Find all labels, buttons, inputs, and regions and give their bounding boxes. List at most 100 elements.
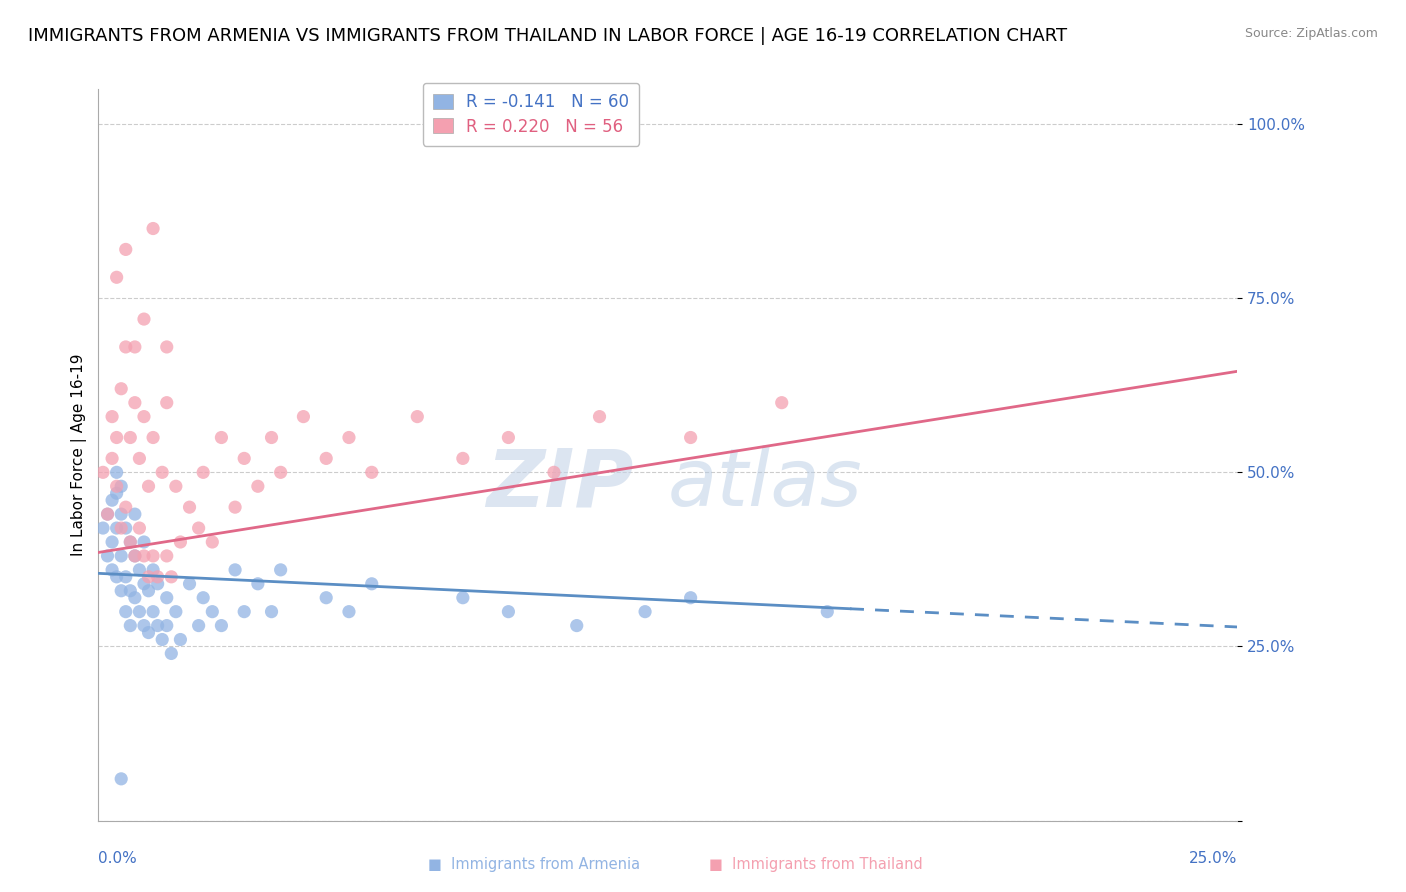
Point xyxy=(146,576,169,591)
Point xyxy=(292,409,315,424)
Point xyxy=(105,270,128,285)
Point xyxy=(160,570,183,584)
Point xyxy=(114,605,136,619)
Point xyxy=(406,409,429,424)
Point xyxy=(193,466,215,480)
Point xyxy=(124,549,146,563)
Point xyxy=(110,479,132,493)
Point xyxy=(120,618,142,632)
Point xyxy=(451,591,474,605)
Point xyxy=(201,535,224,549)
Point xyxy=(132,549,155,563)
Text: ■  Immigrants from Thailand: ■ Immigrants from Thailand xyxy=(709,857,922,872)
Point xyxy=(132,535,155,549)
Point xyxy=(209,618,232,632)
Point xyxy=(132,312,155,326)
Point xyxy=(124,591,146,605)
Point xyxy=(337,605,360,619)
Point xyxy=(114,500,136,515)
Point xyxy=(91,466,114,480)
Point xyxy=(124,507,146,521)
Point xyxy=(169,632,191,647)
Point xyxy=(120,535,142,549)
Point xyxy=(146,570,169,584)
Point xyxy=(142,563,165,577)
Y-axis label: In Labor Force | Age 16-19: In Labor Force | Age 16-19 xyxy=(72,353,87,557)
Point xyxy=(270,466,292,480)
Point xyxy=(156,591,179,605)
Point xyxy=(96,507,118,521)
Point xyxy=(128,521,150,535)
Point xyxy=(260,605,283,619)
Point xyxy=(360,466,382,480)
Point xyxy=(114,243,136,257)
Point xyxy=(114,340,136,354)
Point xyxy=(156,340,179,354)
Point xyxy=(169,535,191,549)
Text: IMMIGRANTS FROM ARMENIA VS IMMIGRANTS FROM THAILAND IN LABOR FORCE | AGE 16-19 C: IMMIGRANTS FROM ARMENIA VS IMMIGRANTS FR… xyxy=(28,27,1067,45)
Point xyxy=(124,340,146,354)
Point xyxy=(165,479,187,493)
Point xyxy=(315,451,337,466)
Point xyxy=(209,430,232,444)
Point xyxy=(101,563,124,577)
Point xyxy=(110,583,132,598)
Point xyxy=(246,576,269,591)
Point xyxy=(498,430,520,444)
Point xyxy=(451,451,474,466)
Point xyxy=(543,466,565,480)
Point xyxy=(101,535,124,549)
Point xyxy=(138,479,160,493)
Point xyxy=(110,549,132,563)
Point xyxy=(128,605,150,619)
Point xyxy=(105,486,128,500)
Point xyxy=(114,570,136,584)
Point xyxy=(337,430,360,444)
Point xyxy=(233,605,256,619)
Point xyxy=(128,563,150,577)
Point xyxy=(110,521,132,535)
Point xyxy=(91,521,114,535)
Point xyxy=(96,507,118,521)
Point xyxy=(101,409,124,424)
Point xyxy=(588,409,610,424)
Text: 0.0%: 0.0% xyxy=(98,851,138,866)
Point xyxy=(179,576,201,591)
Point xyxy=(233,451,256,466)
Point xyxy=(156,549,179,563)
Point xyxy=(679,591,702,605)
Point xyxy=(315,591,337,605)
Point xyxy=(150,632,173,647)
Text: Source: ZipAtlas.com: Source: ZipAtlas.com xyxy=(1244,27,1378,40)
Point xyxy=(120,535,142,549)
Point xyxy=(138,625,160,640)
Point xyxy=(498,605,520,619)
Legend: R = -0.141   N = 60, R = 0.220   N = 56: R = -0.141 N = 60, R = 0.220 N = 56 xyxy=(423,83,640,145)
Point xyxy=(101,493,124,508)
Point xyxy=(815,605,838,619)
Point xyxy=(179,500,201,515)
Point xyxy=(270,563,292,577)
Point xyxy=(124,395,146,409)
Text: atlas: atlas xyxy=(668,445,863,524)
Point xyxy=(224,563,246,577)
Point xyxy=(634,605,657,619)
Point xyxy=(246,479,269,493)
Point xyxy=(142,605,165,619)
Point xyxy=(160,647,183,661)
Point xyxy=(105,479,128,493)
Point xyxy=(132,618,155,632)
Point xyxy=(114,521,136,535)
Point xyxy=(150,466,173,480)
Point xyxy=(224,500,246,515)
Point xyxy=(260,430,283,444)
Point xyxy=(124,549,146,563)
Point xyxy=(187,521,209,535)
Point xyxy=(110,507,132,521)
Point xyxy=(142,430,165,444)
Point xyxy=(360,576,382,591)
Point xyxy=(120,583,142,598)
Text: 25.0%: 25.0% xyxy=(1189,851,1237,866)
Text: ZIP: ZIP xyxy=(486,445,634,524)
Point xyxy=(110,772,132,786)
